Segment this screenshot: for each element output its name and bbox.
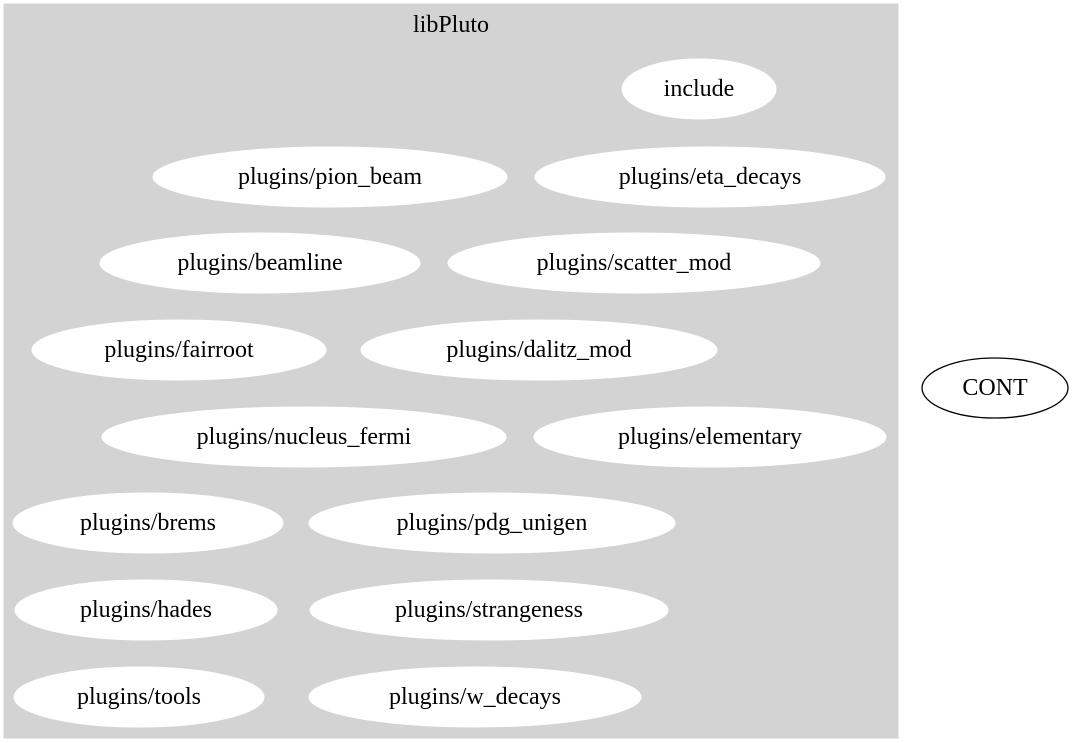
node-label: plugins/hades [80,597,212,623]
node-elementary[interactable]: plugins/elementary [533,406,887,468]
node-label: plugins/elementary [618,424,802,450]
node-hades[interactable]: plugins/hades [14,579,278,641]
node-tools[interactable]: plugins/tools [13,666,265,728]
node-dalitz-mod[interactable]: plugins/dalitz_mod [360,319,718,381]
node-label: plugins/dalitz_mod [446,337,631,363]
node-label: plugins/scatter_mod [537,250,732,276]
cluster-title: libPluto [413,12,489,38]
node-label: CONT [962,375,1028,401]
node-scatter-mod[interactable]: plugins/scatter_mod [447,232,821,294]
node-label: plugins/strangeness [395,597,583,623]
node-label: plugins/brems [80,510,216,536]
node-beamline[interactable]: plugins/beamline [99,232,421,294]
node-include[interactable]: include [621,58,777,120]
node-cont[interactable]: CONT [921,357,1069,419]
node-label: plugins/pdg_unigen [397,510,588,536]
node-label: plugins/w_decays [389,684,561,710]
node-label: plugins/pion_beam [238,164,422,190]
node-strangeness[interactable]: plugins/strangeness [309,579,669,641]
node-label: plugins/eta_decays [619,164,802,190]
node-brems[interactable]: plugins/brems [12,492,284,554]
node-w-decays[interactable]: plugins/w_decays [308,666,642,728]
node-label: plugins/fairroot [104,337,254,363]
node-pion-beam[interactable]: plugins/pion_beam [152,146,508,208]
node-label: plugins/beamline [177,250,342,276]
node-fairroot[interactable]: plugins/fairroot [31,319,327,381]
node-pdg-unigen[interactable]: plugins/pdg_unigen [308,492,676,554]
node-label: plugins/tools [77,684,201,710]
node-label: include [664,76,735,102]
node-nucleus-fermi[interactable]: plugins/nucleus_fermi [101,406,507,468]
node-eta-decays[interactable]: plugins/eta_decays [534,146,886,208]
node-label: plugins/nucleus_fermi [197,424,412,450]
